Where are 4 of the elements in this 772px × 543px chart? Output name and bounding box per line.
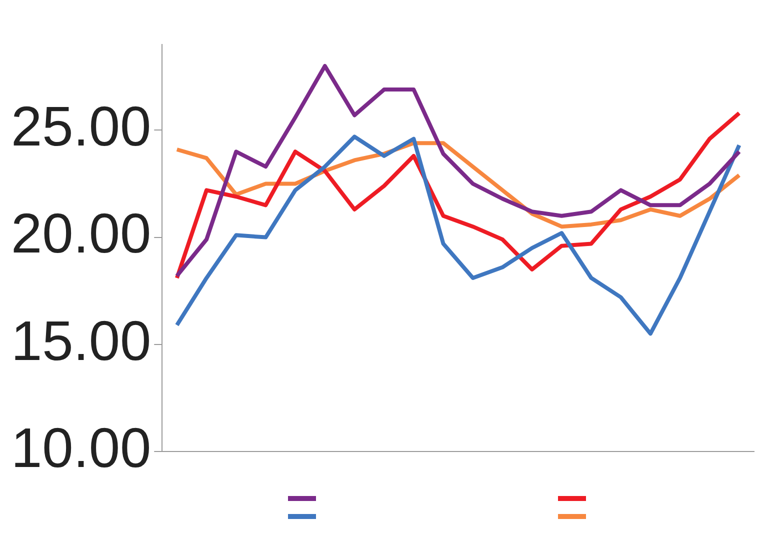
y-tick-label: 25.00	[10, 94, 152, 158]
y-tick-label: 10.00	[10, 416, 152, 479]
y-tick-label: 15.00	[10, 308, 152, 372]
y-tick-label: 20.00	[10, 202, 152, 265]
